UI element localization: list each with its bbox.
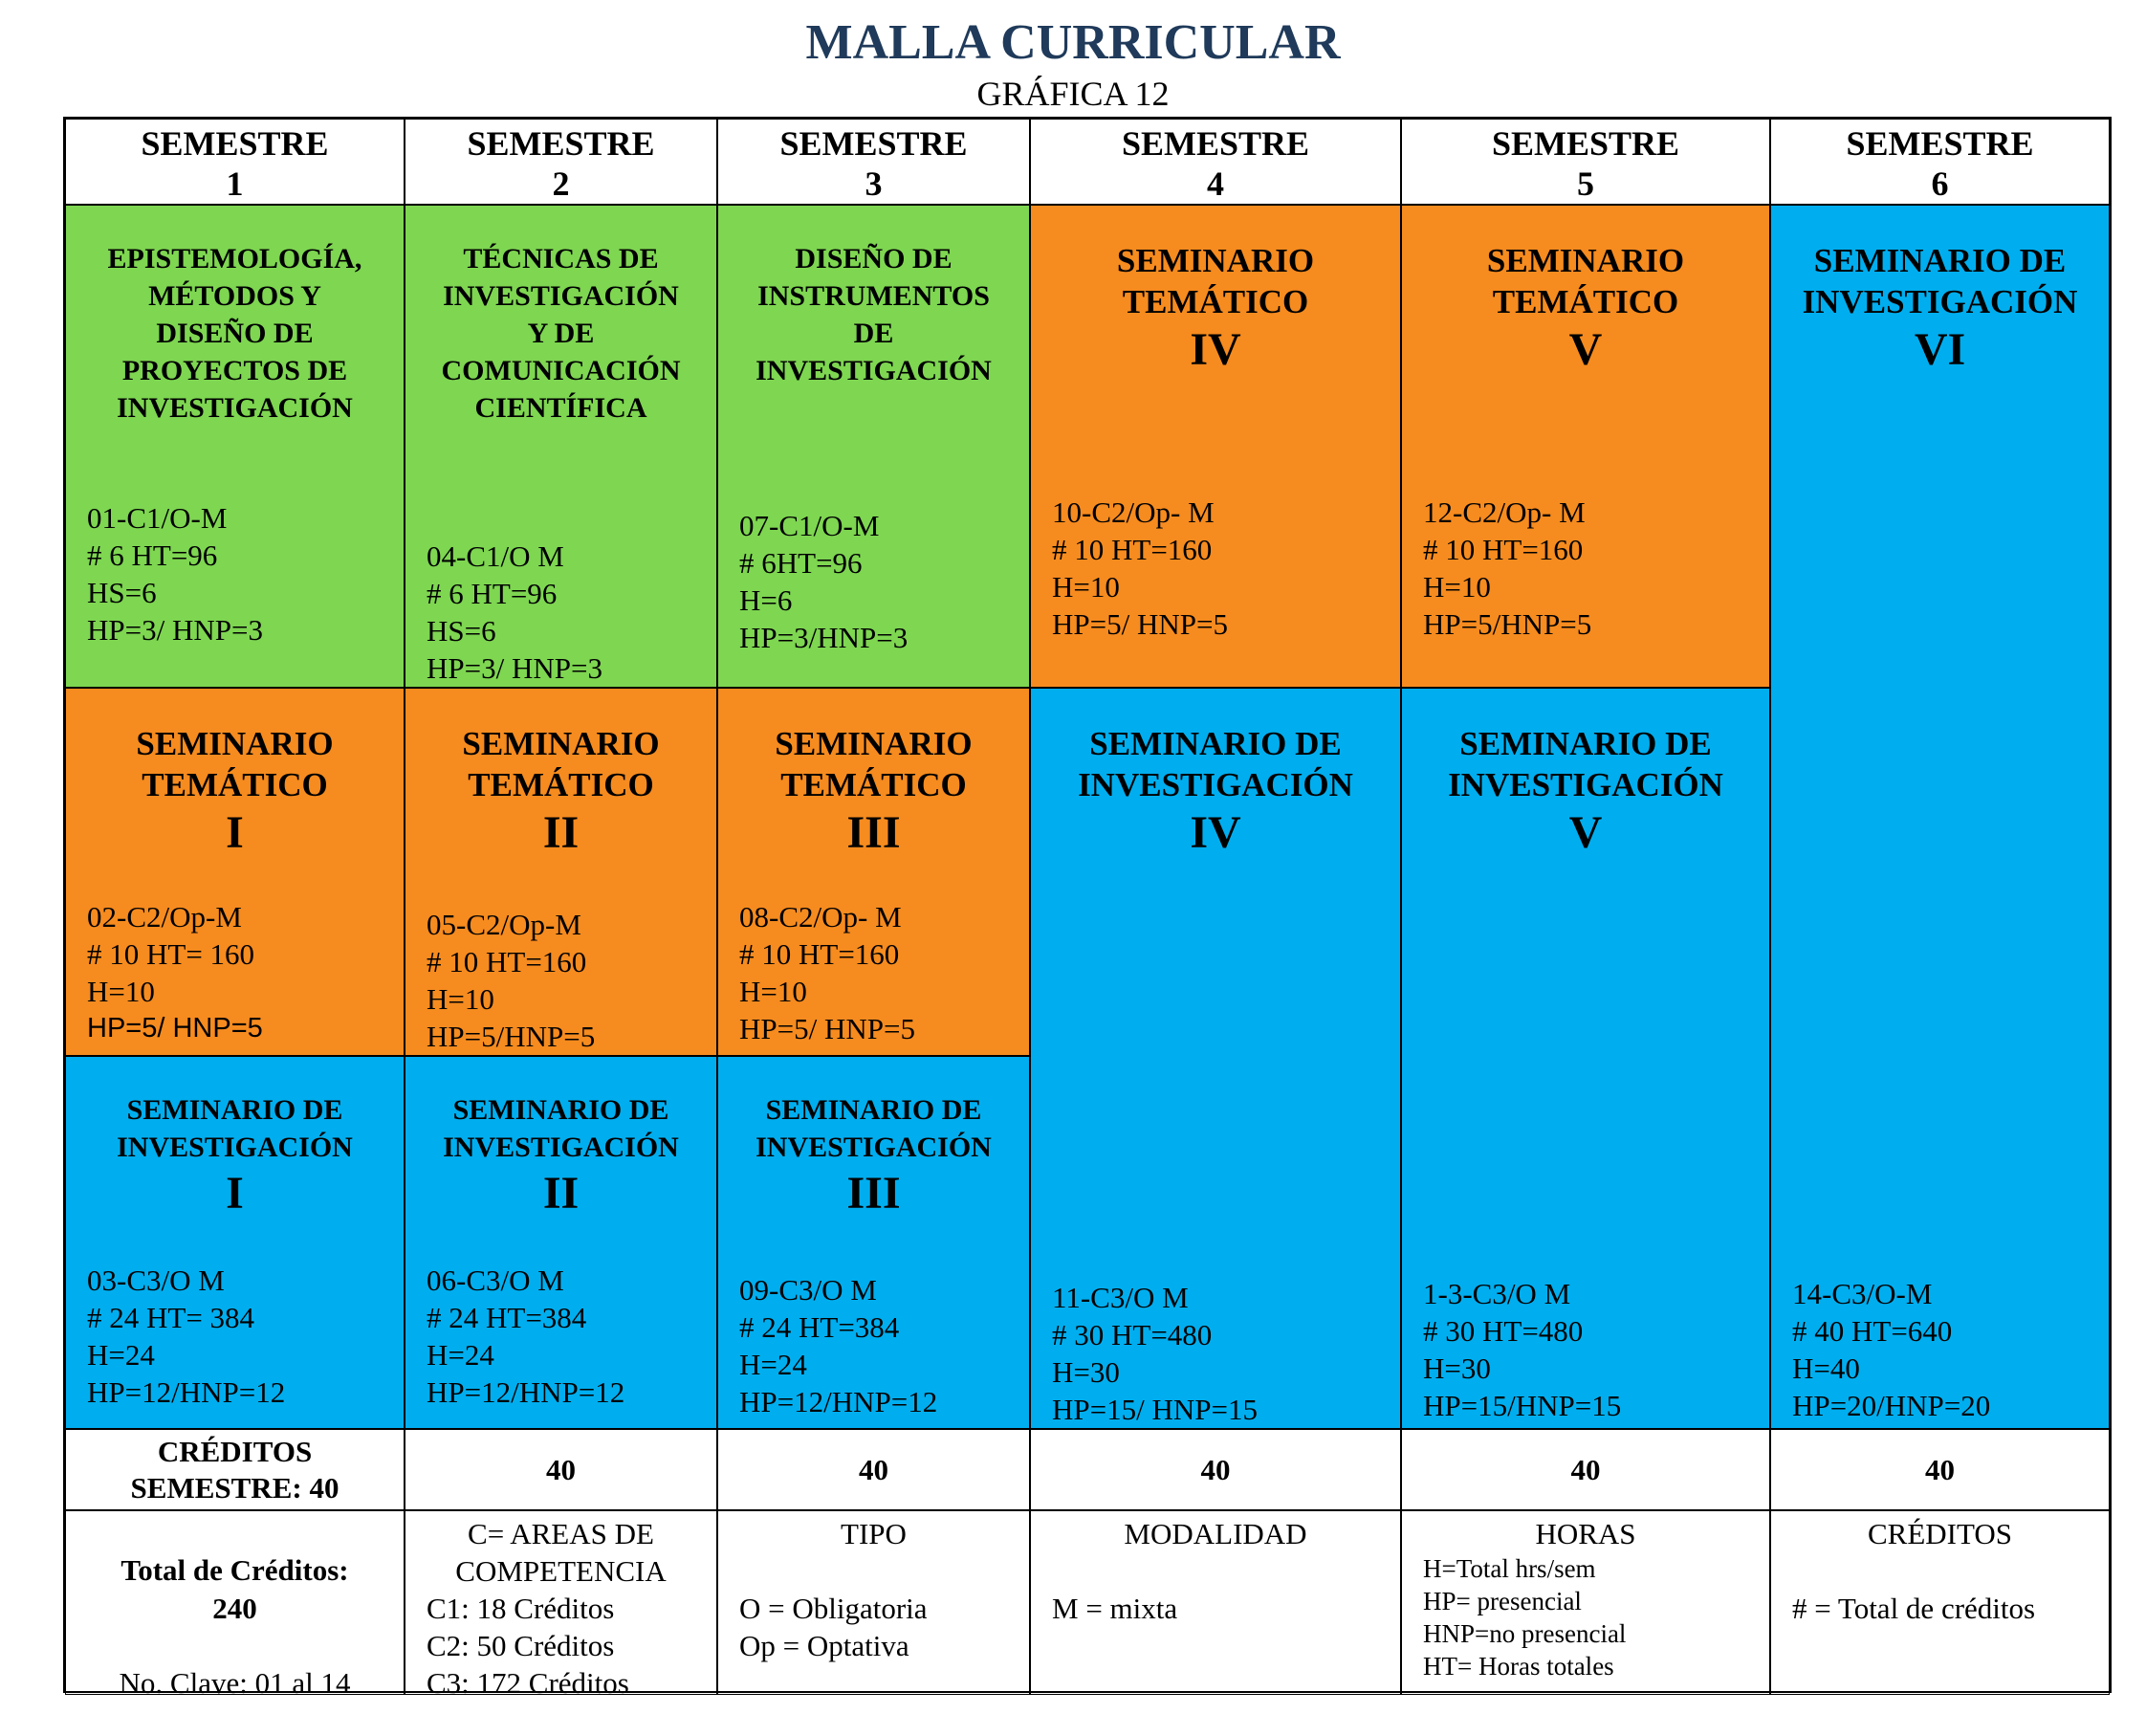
semester-header-3: SEMESTRE 3 — [717, 119, 1030, 205]
semester-number: 4 — [1207, 165, 1224, 203]
course-title: SEMINARIO DE INVESTIGACIÓN VI — [1802, 242, 2078, 375]
legend-total: Total de Créditos: 240 No. Clave: 01 al … — [65, 1510, 405, 1695]
page-subtitle: GRÁFICA 12 — [976, 75, 1170, 113]
course-07: DISEÑO DE INSTRUMENTOS DE INVESTIGACIÓN … — [717, 205, 1030, 688]
course-details: 11-C3/O M # 30 HT=480 H=30 HP=15/ HNP=15 — [1052, 1281, 1258, 1426]
course-details: 04-C1/O M # 6 HT=96 HS=6 HP=3/ HNP=3 — [427, 539, 602, 685]
course-12: SEMINARIO TEMÁTICO V 12-C2/Op- M # 10 HT… — [1401, 205, 1770, 688]
course-details: 08-C2/Op- M # 10 HT=160 H=10 HP=5/ HNP=5 — [739, 900, 915, 1045]
page-title: MALLA CURRICULAR — [805, 15, 1341, 70]
semester-number: 1 — [226, 165, 244, 203]
total-credits-value: 240 — [212, 1592, 257, 1625]
course-title: SEMINARIO TEMÁTICO IV — [1116, 242, 1315, 375]
semester-header-5: SEMESTRE 5 — [1401, 119, 1770, 205]
course-10: SEMINARIO TEMÁTICO IV 10-C2/Op- M # 10 H… — [1030, 205, 1401, 688]
course-title: DISEÑO DE INSTRUMENTOS DE INVESTIGACIÓN — [755, 243, 992, 386]
credits-value: 40 — [1030, 1429, 1401, 1510]
course-09: SEMINARIO DE INVESTIGACIÓN III 09-C3/O M… — [717, 1056, 1030, 1429]
course-05: SEMINARIO TEMÁTICO II 05-C2/Op-M # 10 HT… — [405, 688, 717, 1056]
semester-label: SEMESTRE — [141, 124, 329, 163]
course-title: SEMINARIO DE INVESTIGACIÓN V — [1448, 725, 1723, 858]
semester-header-2: SEMESTRE 2 — [405, 119, 717, 205]
semester-number: 5 — [1577, 165, 1594, 203]
credits-label: CRÉDITOS SEMESTRE: 40 — [65, 1429, 405, 1510]
course-06: SEMINARIO DE INVESTIGACIÓN II 06-C3/O M … — [405, 1056, 717, 1429]
course-details: 07-C1/O-M # 6HT=96 H=6 HP=3/HNP=3 — [739, 509, 909, 654]
semester-number: 6 — [1931, 165, 1949, 203]
course-title: SEMINARIO TEMÁTICO III — [775, 725, 973, 858]
course-title: SEMINARIO DE INVESTIGACIÓN II — [443, 1094, 679, 1219]
course-details: 06-C3/O M # 24 HT=384 H=24 HP=12/HNP=12 — [427, 1264, 625, 1409]
course-details: 05-C2/Op-M # 10 HT=160 H=10 HP=5/HNP=5 — [427, 908, 596, 1053]
credits-value: 40 — [1401, 1429, 1770, 1510]
course-14: SEMINARIO DE INVESTIGACIÓN VI 14-C3/O-M … — [1770, 205, 2110, 1429]
course-title: SEMINARIO TEMÁTICO I — [136, 725, 334, 858]
course-title: SEMINARIO DE INVESTIGACIÓN III — [755, 1094, 992, 1219]
total-credits-label: Total de Créditos: — [120, 1553, 349, 1587]
course-details: 01-C1/O-M # 6 HT=96 HS=6 HP=3/ HNP=3 — [87, 501, 263, 647]
semester-header-4: SEMESTRE 4 — [1030, 119, 1401, 205]
course-title: SEMINARIO TEMÁTICO V — [1486, 242, 1685, 375]
course-details: 14-C3/O-M # 40 HT=640 H=40 HP=20/HNP=20 — [1792, 1277, 1991, 1422]
course-01: EPISTEMOLOGÍA, MÉTODOS Y DISEÑO DE PROYE… — [65, 205, 405, 688]
course-title: TÉCNICAS DE INVESTIGACIÓN Y DE COMUNICAC… — [441, 243, 681, 424]
course-title: SEMINARIO DE INVESTIGACIÓN I — [117, 1094, 353, 1219]
semester-label: SEMESTRE — [779, 124, 968, 163]
legend-areas: C= AREAS DE COMPETENCIA C1: 18 Créditos … — [405, 1510, 717, 1695]
course-details: 12-C2/Op- M # 10 HT=160 H=10 HP=5/HNP=5 — [1423, 495, 1592, 641]
semester-number: 3 — [865, 165, 883, 203]
semester-header-6: SEMESTRE 6 — [1770, 119, 2110, 205]
credits-value: 40 — [405, 1429, 717, 1510]
course-11: SEMINARIO DE INVESTIGACIÓN IV 11-C3/O M … — [1030, 688, 1401, 1429]
legend-modalidad: MODALIDAD M = mixta — [1030, 1510, 1401, 1695]
course-04: TÉCNICAS DE INVESTIGACIÓN Y DE COMUNICAC… — [405, 205, 717, 688]
semester-header-1: SEMESTRE 1 — [65, 119, 405, 205]
course-title: SEMINARIO DE INVESTIGACIÓN IV — [1078, 725, 1353, 858]
semester-label: SEMESTRE — [1491, 124, 1680, 163]
course-details: 02-C2/Op-M # 10 HT= 160 H=10 HP=5/ HNP=5 — [87, 900, 263, 1044]
course-details: 09-C3/O M # 24 HT=384 H=24 HP=12/HNP=12 — [739, 1273, 938, 1418]
course-03: SEMINARIO DE INVESTIGACIÓN I 03-C3/O M #… — [65, 1056, 405, 1429]
course-02: SEMINARIO TEMÁTICO I 02-C2/Op-M # 10 HT=… — [65, 688, 405, 1056]
clave-range: No. Clave: 01 al 14 — [119, 1666, 351, 1695]
course-title: EPISTEMOLOGÍA, MÉTODOS Y DISEÑO DE PROYE… — [107, 243, 362, 424]
course-details: 10-C2/Op- M # 10 HT=160 H=10 HP=5/ HNP=5 — [1052, 495, 1228, 641]
curriculum-grid: SEMESTRE 1 SEMESTRE 2 SEMESTRE 3 SEMESTR… — [63, 117, 2112, 1695]
course-title: SEMINARIO TEMÁTICO II — [462, 725, 660, 858]
semester-label: SEMESTRE — [1121, 124, 1310, 163]
semester-label: SEMESTRE — [1846, 124, 2034, 163]
legend-horas: HORAS H=Total hrs/sem HP= presencial HNP… — [1401, 1510, 1770, 1695]
legend-tipo: TIPO O = Obligatoria Op = Optativa — [717, 1510, 1030, 1695]
course-08: SEMINARIO TEMÁTICO III 08-C2/Op- M # 10 … — [717, 688, 1030, 1056]
semester-label: SEMESTRE — [467, 124, 655, 163]
semester-number: 2 — [552, 165, 570, 203]
course-details: 1-3-C3/O M # 30 HT=480 H=30 HP=15/HNP=15 — [1423, 1277, 1622, 1422]
legend-creditos: CRÉDITOS # = Total de créditos — [1770, 1510, 2110, 1695]
credits-value: 40 — [717, 1429, 1030, 1510]
course-13: SEMINARIO DE INVESTIGACIÓN V 1-3-C3/O M … — [1401, 688, 1770, 1429]
credits-value: 40 — [1770, 1429, 2110, 1510]
course-details: 03-C3/O M # 24 HT= 384 H=24 HP=12/HNP=12 — [87, 1264, 286, 1409]
